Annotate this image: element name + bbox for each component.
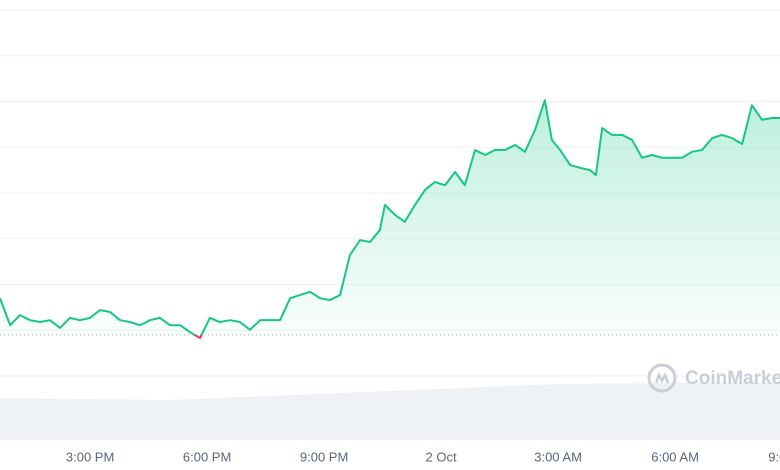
watermark: CoinMarketCap — [685, 368, 780, 389]
x-tick-label: 2 Oct — [426, 449, 457, 464]
x-tick-label: 9:00 PM — [300, 449, 348, 464]
volume-area — [0, 382, 780, 440]
x-tick-label: 6:00 AM — [651, 449, 699, 464]
price-area — [0, 100, 780, 335]
x-tick-label: 9:00 AM — [768, 449, 780, 464]
x-tick-label: 6:00 PM — [183, 449, 231, 464]
x-tick-label: 3:00 PM — [66, 449, 114, 464]
x-tick-label: 12:00 PM — [0, 449, 1, 464]
watermark-logo — [647, 363, 677, 393]
price-line — [0, 99, 780, 335]
x-tick-label: 3:00 AM — [534, 449, 582, 464]
